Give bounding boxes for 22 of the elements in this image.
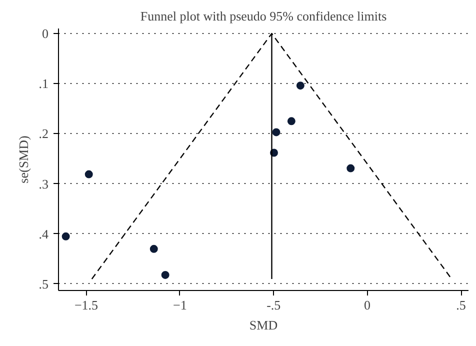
point (346, 164, 355, 172)
x-tick-label: 0 (364, 298, 371, 312)
point (62, 232, 70, 240)
y-tick-label: .5 (38, 276, 48, 292)
chart-title: Funnel plot with pseudo 95% confidence limits (140, 8, 387, 24)
point (287, 117, 296, 126)
y-tick-label: .3 (38, 176, 48, 192)
point (161, 270, 170, 279)
point (296, 82, 304, 90)
point (272, 128, 280, 136)
y-tick-label: 0 (42, 26, 48, 42)
point (150, 244, 158, 253)
x-tick-label: −1.5 (74, 298, 98, 312)
x-tick-label: −1 (173, 298, 187, 312)
x-axis-title: SMD (249, 318, 278, 332)
x-tick-label: .5 (456, 298, 466, 312)
y-tick-label: .2 (38, 126, 48, 142)
y-tick-label: .4 (38, 226, 49, 242)
y-tick-label: .1 (38, 76, 48, 92)
point (84, 170, 93, 178)
y-axis-title: se(SMD) (16, 136, 31, 184)
x-tick-label: -.5 (266, 298, 281, 312)
